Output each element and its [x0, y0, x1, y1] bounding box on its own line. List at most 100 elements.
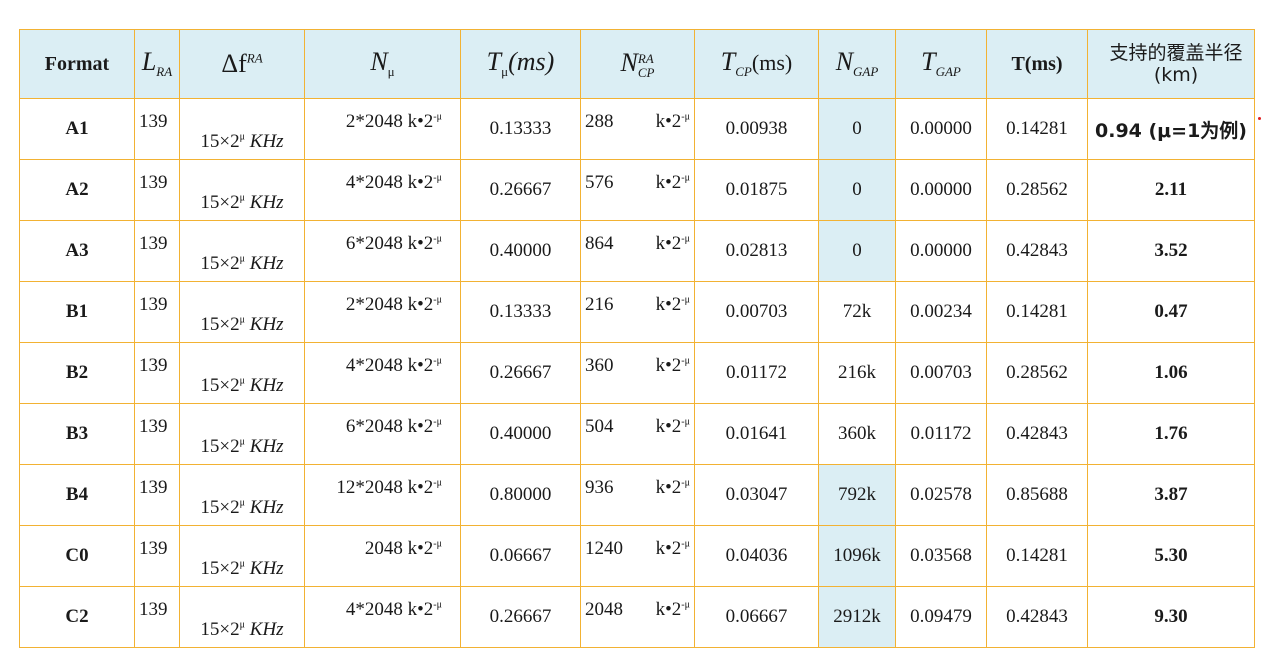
coverage-cell: 2.11	[1087, 159, 1255, 221]
delta-f-cell: 15×2μ KHz	[179, 220, 305, 282]
table-row: A3 139 15×2μ KHz 6*2048 k•2-μ 0.40000 864 k•2-…	[19, 220, 1255, 282]
lra-cell: 139	[134, 98, 180, 160]
delta-f-cell: 15×2μ KHz	[179, 342, 305, 404]
header-lra: LRA	[134, 29, 180, 99]
format-cell: B2	[19, 342, 135, 404]
n-mu-cell: 12*2048 k•2-μ	[304, 464, 461, 526]
table-row: B3 139 15×2μ KHz 6*2048 k•2-μ 0.40000 504 k•2-…	[19, 403, 1255, 465]
n-mu-cell: 6*2048 k•2-μ	[304, 220, 461, 282]
lra-cell: 139	[134, 586, 180, 648]
header-delta-f: ΔfRA	[179, 29, 305, 99]
n-gap-cell: 1096k	[818, 525, 896, 587]
n-cp-cell: 864 k•2-μ	[580, 220, 695, 282]
n-gap-cell: 792k	[818, 464, 896, 526]
table-row: C2 139 15×2μ KHz 4*2048 k•2-μ 0.26667 2048 k•2…	[19, 586, 1255, 648]
n-mu-cell: 2*2048 k•2-μ	[304, 98, 461, 160]
n-mu-cell: 2048 k•2-μ	[304, 525, 461, 587]
n-gap-cell: 72k	[818, 281, 896, 343]
header-row: Format LRA ΔfRA Nμ Tμ(ms) NRA CP TCP(ms) …	[19, 29, 1255, 99]
coverage-cell: 1.76	[1087, 403, 1255, 465]
t-cp-cell: 0.01172	[694, 342, 819, 404]
header-t-ms: T(ms)	[986, 29, 1088, 99]
lra-cell: 139	[134, 159, 180, 221]
n-gap-cell: 216k	[818, 342, 896, 404]
t-mu-cell: 0.26667	[460, 342, 581, 404]
header-coverage: 支持的覆盖半径(km)	[1087, 29, 1255, 99]
format-cell: B3	[19, 403, 135, 465]
n-gap-cell: 0	[818, 220, 896, 282]
format-cell: B4	[19, 464, 135, 526]
t-mu-cell: 0.13333	[460, 98, 581, 160]
coverage-cell: 9.30	[1087, 586, 1255, 648]
t-cp-cell: 0.04036	[694, 525, 819, 587]
header-format: Format	[19, 29, 135, 99]
delta-f-cell: 15×2μ KHz	[179, 159, 305, 221]
t-cp-cell: 0.03047	[694, 464, 819, 526]
format-cell: A3	[19, 220, 135, 282]
n-cp-cell: 576 k•2-μ	[580, 159, 695, 221]
lra-cell: 139	[134, 403, 180, 465]
header-n-mu: Nμ	[304, 29, 461, 99]
n-cp-cell: 360 k•2-μ	[580, 342, 695, 404]
t-mu-cell: 0.26667	[460, 586, 581, 648]
table-row: A2 139 15×2μ KHz 4*2048 k•2-μ 0.26667 576 k•2-…	[19, 159, 1255, 221]
n-cp-cell: 288 k•2-μ	[580, 98, 695, 160]
table-row: B1 139 15×2μ KHz 2*2048 k•2-μ 0.13333 216 k•2-…	[19, 281, 1255, 343]
header-format-label: Format	[44, 52, 110, 75]
header-n-gap: NGAP	[818, 29, 896, 99]
n-gap-cell: 2912k	[818, 586, 896, 648]
coverage-cell: 5.30	[1087, 525, 1255, 587]
t-gap-cell: 0.03568	[895, 525, 987, 587]
t-gap-cell: 0.00703	[895, 342, 987, 404]
red-dot-marker	[1258, 117, 1261, 120]
t-mu-cell: 0.40000	[460, 220, 581, 282]
n-cp-cell: 216 k•2-μ	[580, 281, 695, 343]
lra-cell: 139	[134, 342, 180, 404]
format-cell: C2	[19, 586, 135, 648]
format-cell: A2	[19, 159, 135, 221]
t-mu-cell: 0.06667	[460, 525, 581, 587]
t-gap-cell: 0.00234	[895, 281, 987, 343]
format-cell: C0	[19, 525, 135, 587]
t-ms-cell: 0.28562	[986, 159, 1088, 221]
format-cell: A1	[19, 98, 135, 160]
table-row: B4 139 15×2μ KHz 12*2048 k•2-μ 0.80000 936 k•2…	[19, 464, 1255, 526]
t-gap-cell: 0.00000	[895, 159, 987, 221]
lra-cell: 139	[134, 464, 180, 526]
t-mu-cell: 0.13333	[460, 281, 581, 343]
n-mu-cell: 2*2048 k•2-μ	[304, 281, 461, 343]
header-n-cp: NRA CP	[580, 29, 695, 99]
t-cp-cell: 0.00938	[694, 98, 819, 160]
t-ms-cell: 0.14281	[986, 281, 1088, 343]
delta-f-cell: 15×2μ KHz	[179, 281, 305, 343]
lra-cell: 139	[134, 220, 180, 282]
header-t-mu: Tμ(ms)	[460, 29, 581, 99]
t-mu-cell: 0.26667	[460, 159, 581, 221]
n-mu-cell: 4*2048 k•2-μ	[304, 159, 461, 221]
t-cp-cell: 0.06667	[694, 586, 819, 648]
t-ms-cell: 0.14281	[986, 525, 1088, 587]
t-cp-cell: 0.01875	[694, 159, 819, 221]
t-ms-cell: 0.42843	[986, 220, 1088, 282]
t-ms-cell: 0.28562	[986, 342, 1088, 404]
lra-cell: 139	[134, 525, 180, 587]
coverage-cell: 0.47	[1087, 281, 1255, 343]
coverage-cell: 0.94 (μ=1为例)	[1087, 98, 1255, 160]
header-t-gap: TGAP	[895, 29, 987, 99]
n-gap-cell: 0	[818, 98, 896, 160]
t-ms-cell: 0.42843	[986, 586, 1088, 648]
n-gap-cell: 360k	[818, 403, 896, 465]
t-ms-cell: 0.14281	[986, 98, 1088, 160]
n-cp-cell: 1240 k•2-μ	[580, 525, 695, 587]
delta-f-cell: 15×2μ KHz	[179, 586, 305, 648]
t-gap-cell: 0.00000	[895, 98, 987, 160]
t-ms-cell: 0.42843	[986, 403, 1088, 465]
t-gap-cell: 0.00000	[895, 220, 987, 282]
t-mu-cell: 0.80000	[460, 464, 581, 526]
t-gap-cell: 0.09479	[895, 586, 987, 648]
header-t-cp: TCP(ms)	[694, 29, 819, 99]
n-cp-cell: 2048 k•2-μ	[580, 586, 695, 648]
coverage-cell: 1.06	[1087, 342, 1255, 404]
n-mu-cell: 4*2048 k•2-μ	[304, 342, 461, 404]
prach-format-table: Format LRA ΔfRA Nμ Tμ(ms) NRA CP TCP(ms) …	[19, 29, 1255, 648]
